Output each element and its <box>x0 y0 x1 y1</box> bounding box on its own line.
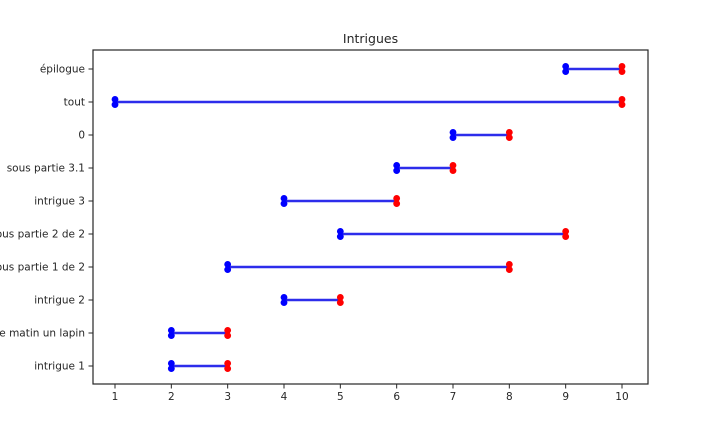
task-start-marker <box>449 129 457 136</box>
y-tick-label: ous partie 2 de 2 <box>0 229 85 241</box>
task-end-marker <box>224 365 232 372</box>
task-end-marker <box>224 327 232 334</box>
chart-title: Intrigues <box>342 31 399 46</box>
task-start-marker <box>393 167 401 175</box>
task-start-marker <box>562 63 570 70</box>
y-tick-label: sous partie 3.1 <box>7 163 85 175</box>
y-tick-label: ous partie 1 de 2 <box>0 262 85 274</box>
task-end-marker <box>505 129 513 136</box>
y-tick-label: épilogue <box>40 64 85 76</box>
x-tick-label: 1 <box>112 391 119 403</box>
task-start-marker <box>280 299 288 306</box>
x-tick-label: 9 <box>562 391 569 403</box>
task-start-marker <box>449 134 457 142</box>
task-start-marker <box>280 195 288 202</box>
x-tick-label: 8 <box>506 391 513 403</box>
x-tick-label: 4 <box>281 391 288 403</box>
task-end-marker <box>224 360 232 367</box>
task-end-marker <box>562 228 570 235</box>
task-start-marker <box>111 96 119 103</box>
task-end-marker <box>393 200 401 208</box>
task-start-marker <box>224 261 232 268</box>
task-start-marker <box>393 162 401 169</box>
x-tick-label: 3 <box>224 391 231 403</box>
x-tick-label: 2 <box>168 391 175 403</box>
task-start-marker <box>167 365 175 372</box>
task-start-marker <box>562 68 570 75</box>
axis-frame <box>92 49 649 385</box>
task-end-marker <box>562 233 570 241</box>
task-start-marker <box>336 228 344 235</box>
task-start-marker <box>280 200 288 208</box>
task-start-marker <box>167 332 175 339</box>
task-end-marker <box>505 261 513 268</box>
y-tick-label: tout <box>64 97 85 109</box>
task-start-marker <box>224 266 232 273</box>
task-end-marker <box>505 134 513 142</box>
task-end-marker <box>449 167 457 175</box>
task-start-marker <box>280 294 288 301</box>
y-tick-label: intrigue 1 <box>34 361 85 373</box>
task-start-marker <box>111 101 119 108</box>
task-end-marker <box>618 101 626 108</box>
y-tick-label: intrigue 3 <box>34 196 85 208</box>
x-tick-label: 6 <box>393 391 400 403</box>
task-end-marker <box>618 96 626 103</box>
task-end-marker <box>618 63 626 70</box>
task-end-marker <box>224 332 232 339</box>
task-end-marker <box>393 195 401 202</box>
y-tick-label: intrigue 2 <box>34 295 85 307</box>
x-tick-label: 5 <box>337 391 344 403</box>
task-end-marker <box>449 162 457 169</box>
task-end-marker <box>505 266 513 273</box>
x-tick-label: 7 <box>450 391 457 403</box>
task-start-marker <box>167 360 175 367</box>
y-tick-label: 0 <box>78 130 85 142</box>
y-tick-label: e matin un lapin <box>0 328 85 340</box>
task-start-marker <box>167 327 175 334</box>
task-end-marker <box>618 68 626 75</box>
task-end-marker <box>336 294 344 301</box>
task-end-marker <box>336 299 344 306</box>
x-tick-label: 10 <box>615 391 628 403</box>
task-start-marker <box>336 233 344 241</box>
